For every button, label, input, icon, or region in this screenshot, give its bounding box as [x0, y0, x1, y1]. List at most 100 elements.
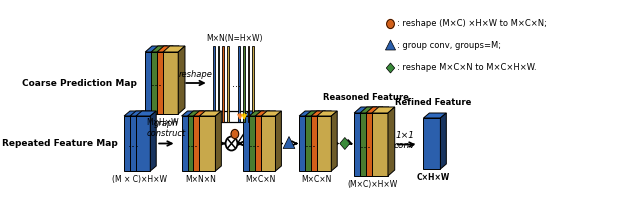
Polygon shape: [209, 111, 216, 171]
Text: : reshape (M×C) ×H×W to M×C×N;: : reshape (M×C) ×H×W to M×C×N;: [397, 19, 547, 28]
Bar: [218, 46, 220, 122]
Polygon shape: [299, 111, 319, 116]
Polygon shape: [138, 111, 145, 171]
Polygon shape: [161, 46, 167, 114]
Polygon shape: [360, 113, 376, 176]
Polygon shape: [269, 111, 275, 171]
Polygon shape: [376, 107, 383, 176]
Polygon shape: [299, 116, 314, 171]
Text: ...: ...: [304, 137, 316, 150]
Bar: [238, 46, 240, 122]
Polygon shape: [166, 46, 173, 114]
Polygon shape: [354, 107, 377, 113]
Polygon shape: [311, 111, 332, 116]
Text: M×C×N: M×C×N: [301, 175, 332, 184]
Polygon shape: [249, 111, 269, 116]
Polygon shape: [283, 136, 295, 149]
Polygon shape: [163, 46, 185, 52]
Polygon shape: [204, 111, 209, 171]
Polygon shape: [145, 111, 150, 171]
Polygon shape: [130, 116, 145, 171]
Text: ...: ...: [248, 137, 260, 150]
Text: graph
construct: graph construct: [147, 119, 186, 139]
Polygon shape: [387, 63, 395, 73]
Polygon shape: [360, 107, 383, 113]
Polygon shape: [151, 52, 166, 114]
Polygon shape: [317, 116, 332, 171]
Polygon shape: [317, 111, 337, 116]
Polygon shape: [372, 107, 395, 113]
Polygon shape: [372, 113, 388, 176]
Text: ...: ...: [151, 76, 163, 89]
Text: ...: ...: [232, 79, 241, 89]
Polygon shape: [264, 111, 269, 171]
Bar: [222, 46, 224, 122]
Polygon shape: [366, 113, 382, 176]
Polygon shape: [172, 46, 179, 114]
Polygon shape: [124, 111, 145, 116]
Circle shape: [225, 136, 237, 150]
Bar: [248, 46, 250, 122]
Polygon shape: [145, 46, 167, 52]
Text: M×C×N: M×C×N: [245, 175, 275, 184]
Text: reshape: reshape: [179, 70, 213, 79]
Polygon shape: [388, 107, 395, 176]
Polygon shape: [249, 116, 264, 171]
Text: : group conv, groups=M;: : group conv, groups=M;: [397, 42, 501, 51]
Polygon shape: [325, 111, 332, 171]
Polygon shape: [136, 116, 150, 171]
Polygon shape: [366, 107, 389, 113]
Polygon shape: [319, 111, 325, 171]
Text: ...: ...: [360, 138, 372, 151]
Polygon shape: [385, 40, 396, 50]
Polygon shape: [424, 113, 446, 118]
Polygon shape: [305, 116, 319, 171]
Polygon shape: [314, 111, 319, 171]
Polygon shape: [370, 107, 377, 176]
Circle shape: [231, 130, 239, 139]
Text: Reasoned Feature: Reasoned Feature: [323, 93, 409, 102]
Text: Refined Feature: Refined Feature: [396, 98, 472, 107]
Text: (M × C)×H×W: (M × C)×H×W: [112, 175, 167, 184]
Text: C×H×W: C×H×W: [417, 173, 451, 182]
Circle shape: [387, 19, 394, 28]
Polygon shape: [216, 111, 221, 171]
Polygon shape: [261, 111, 282, 116]
Polygon shape: [124, 116, 138, 171]
Text: ...: ...: [127, 137, 140, 150]
Polygon shape: [193, 116, 209, 171]
Bar: [252, 46, 254, 122]
Polygon shape: [178, 46, 185, 114]
Polygon shape: [354, 113, 370, 176]
Polygon shape: [150, 111, 156, 171]
Polygon shape: [255, 111, 275, 116]
Polygon shape: [382, 107, 389, 176]
Polygon shape: [275, 111, 282, 171]
Text: M×N(N=H×W): M×N(N=H×W): [207, 34, 263, 43]
Polygon shape: [199, 116, 216, 171]
Bar: [227, 46, 228, 122]
Polygon shape: [258, 111, 264, 171]
Polygon shape: [243, 116, 258, 171]
Polygon shape: [151, 46, 173, 52]
Polygon shape: [130, 111, 150, 116]
Polygon shape: [311, 116, 325, 171]
Polygon shape: [157, 46, 179, 52]
Text: : reshape M×C×N to M×C×H×W.: : reshape M×C×N to M×C×H×W.: [397, 64, 537, 73]
Text: ...: ...: [187, 137, 198, 150]
Text: Coarse Prediction Map: Coarse Prediction Map: [22, 79, 137, 88]
Polygon shape: [340, 138, 350, 149]
Polygon shape: [182, 111, 204, 116]
Text: M×H×W: M×H×W: [146, 118, 179, 127]
Polygon shape: [157, 52, 172, 114]
Polygon shape: [424, 118, 440, 169]
Polygon shape: [136, 111, 156, 116]
Polygon shape: [255, 116, 269, 171]
Polygon shape: [198, 111, 204, 171]
Polygon shape: [243, 111, 264, 116]
Polygon shape: [145, 52, 161, 114]
Polygon shape: [332, 111, 337, 171]
Polygon shape: [188, 111, 209, 116]
Polygon shape: [199, 111, 221, 116]
Polygon shape: [305, 111, 325, 116]
